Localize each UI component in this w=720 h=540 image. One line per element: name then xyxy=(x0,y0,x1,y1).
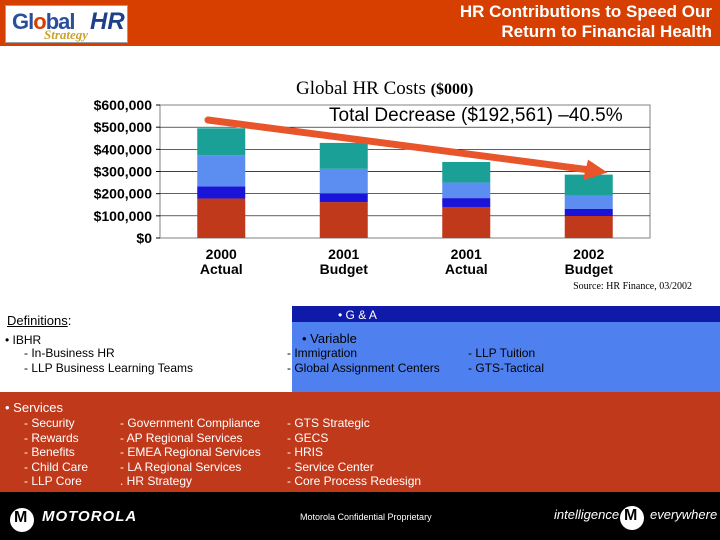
services-item: - Benefits xyxy=(24,445,75,459)
services-item: . HR Strategy xyxy=(120,474,193,488)
x-tick-label: 2002 xyxy=(573,246,604,262)
ibhr-item: - LLP Business Learning Teams xyxy=(24,361,193,375)
services-item: - HRIS xyxy=(287,445,323,459)
bar-segment xyxy=(197,186,246,199)
bar-segment xyxy=(319,193,368,203)
bar-segment xyxy=(197,128,246,156)
y-tick-label: $400,000 xyxy=(94,141,153,157)
slide-title: HR Contributions to Speed Our Return to … xyxy=(459,2,712,41)
motorola-wordmark: MOTOROLA xyxy=(42,508,138,525)
x-tick-label: 2001 xyxy=(328,246,359,262)
x-tick-label: Actual xyxy=(200,261,243,277)
bar-segment xyxy=(319,168,368,194)
variable-item: - Global Assignment Centers xyxy=(287,361,440,375)
y-tick-label: $500,000 xyxy=(94,119,153,135)
services-item: - LLP Core xyxy=(24,474,82,488)
services-item: - Service Center xyxy=(287,459,374,474)
bar-segment xyxy=(564,195,613,209)
services-item: - Child Care xyxy=(24,459,89,474)
bar-segment xyxy=(564,174,613,196)
footer-bar xyxy=(0,492,720,540)
x-tick-label: 2000 xyxy=(206,246,237,262)
source-note: Source: HR Finance, 03/2002 xyxy=(573,281,692,292)
x-tick-label: Actual xyxy=(445,261,488,277)
tagline-everywhere: everywhere xyxy=(650,507,718,522)
trend-arrow xyxy=(204,116,594,174)
services-item: - AP Regional Services xyxy=(120,430,243,445)
bar-segment xyxy=(197,198,246,238)
confidential-notice: Motorola Confidential Proprietary xyxy=(300,512,432,522)
bar-segment xyxy=(442,206,491,238)
bar-segment xyxy=(442,182,491,199)
bar-segment xyxy=(319,142,368,169)
y-tick-label: $300,000 xyxy=(94,164,153,180)
trend-arrow-head xyxy=(582,159,608,181)
variable-item: - LLP Tuition xyxy=(468,346,536,360)
definitions-heading: Definitions: xyxy=(7,313,72,328)
x-tick-label: 2001 xyxy=(451,246,482,262)
variable-item: - Immigration xyxy=(287,346,358,360)
bar-segment xyxy=(197,155,246,187)
services-label: • Services xyxy=(5,400,64,415)
ga-banner xyxy=(292,306,720,322)
variable-panel xyxy=(292,322,720,392)
bar-segment xyxy=(442,161,491,183)
global-hr-logo: Global HR Strategy xyxy=(5,5,128,43)
ibhr-label: • IBHR xyxy=(5,333,42,347)
y-tick-label: $100,000 xyxy=(94,208,153,224)
stacked-bar-chart: $0 $100,000 $200,000 $300,000 $400,000 $500,0… xyxy=(94,97,651,277)
y-tick-label: $0 xyxy=(136,230,152,246)
x-tick-label: Budget xyxy=(320,261,369,277)
tagline-intelligence: intelligence xyxy=(554,507,620,522)
chart-title: Global HR Costs ($000) xyxy=(296,78,474,99)
y-tick-label: $600,000 xyxy=(94,97,153,113)
variable-label: • Variable xyxy=(302,331,357,346)
y-tick-label: $200,000 xyxy=(94,186,153,202)
ga-label: • G & A xyxy=(338,308,377,322)
services-item: - GECS xyxy=(287,430,329,445)
services-item: - EMEA Regional Services xyxy=(120,445,261,459)
services-item: - LA Regional Services xyxy=(120,459,242,474)
variable-item: - GTS-Tactical xyxy=(468,361,545,375)
bar-segment xyxy=(319,202,368,238)
services-item: - Government Compliance xyxy=(120,416,261,430)
bar-segment xyxy=(442,198,491,207)
services-item: - Security xyxy=(24,416,75,430)
motorola-logo-icon: M xyxy=(620,506,644,530)
x-tick-label: Budget xyxy=(565,261,614,277)
bar-segment xyxy=(564,215,613,238)
ibhr-item: - In-Business HR xyxy=(24,346,115,360)
chart-subtitle: Total Decrease ($192,561) –40.5% xyxy=(329,105,623,126)
services-item: - Core Process Redesign xyxy=(287,474,422,488)
services-item: - Rewards xyxy=(24,430,79,445)
bar-segment xyxy=(564,208,613,216)
motorola-logo-icon: M xyxy=(10,508,34,532)
services-item: - GTS Strategic xyxy=(287,416,370,430)
